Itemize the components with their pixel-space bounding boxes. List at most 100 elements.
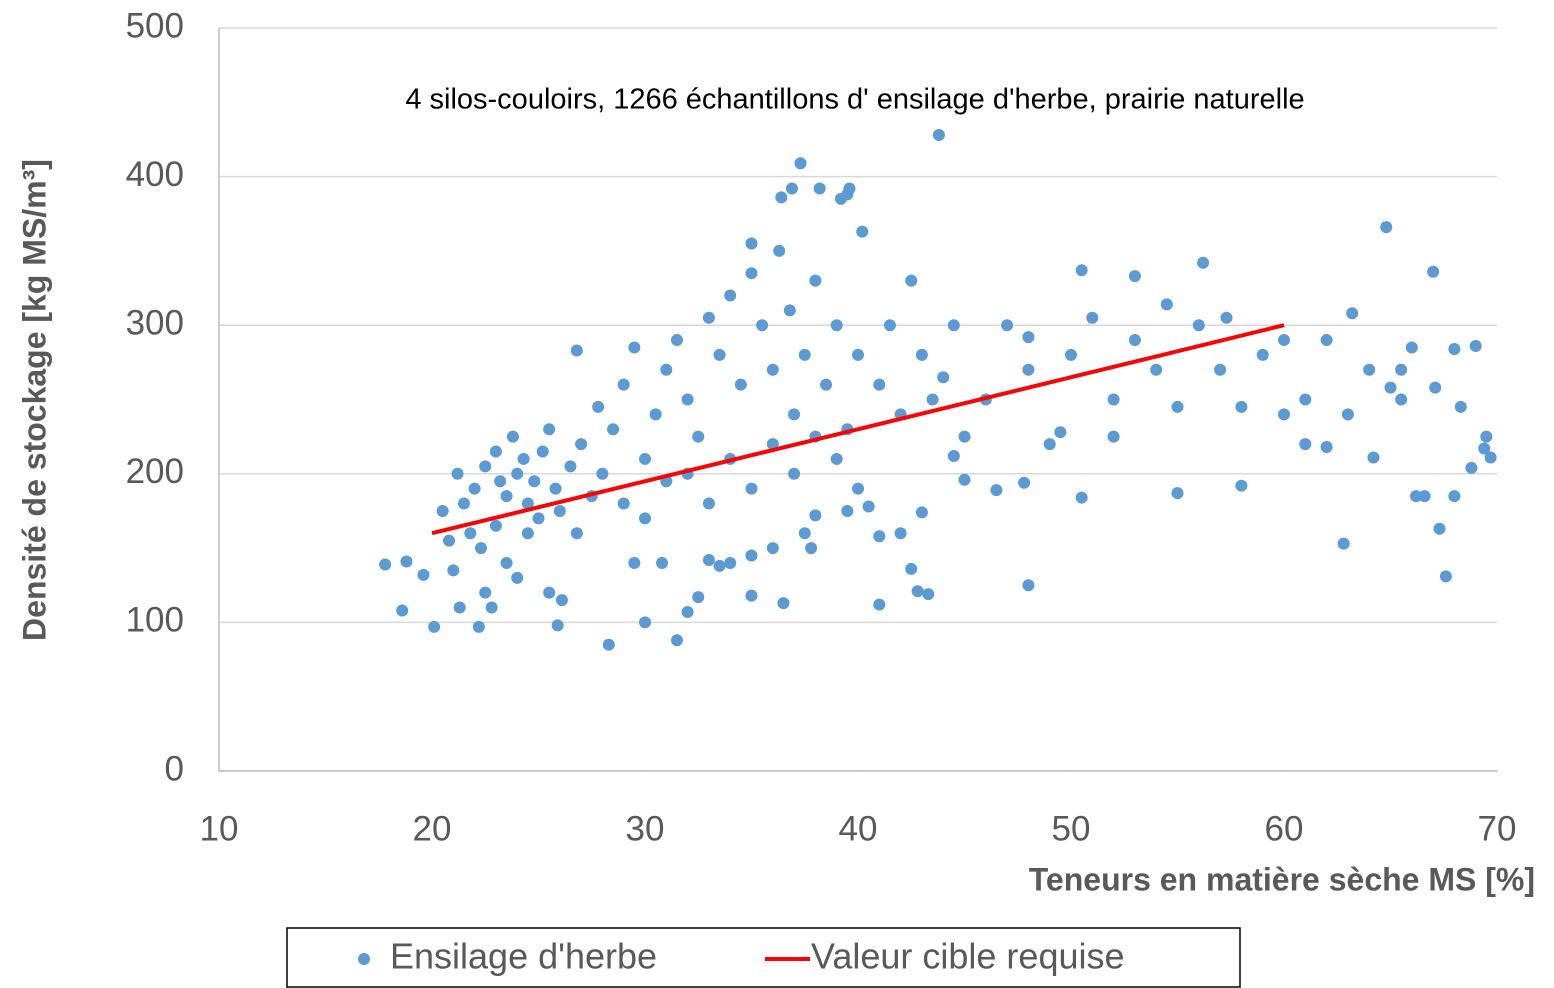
point (894, 527, 907, 540)
point (379, 558, 392, 571)
point (702, 311, 715, 324)
point (564, 460, 577, 473)
point (905, 562, 918, 575)
point (1320, 441, 1333, 454)
point (788, 467, 801, 480)
point (528, 475, 541, 488)
point (1363, 363, 1376, 376)
y-axis-title: Densité de stockage [kg MS/m³] (16, 159, 52, 641)
target-line (431, 323, 1285, 536)
point (1278, 408, 1290, 421)
point (1235, 400, 1248, 413)
legend: Ensilage d'herbe Valeur cible requise (358, 936, 1125, 977)
point (798, 527, 811, 540)
point (436, 504, 449, 517)
point (681, 605, 694, 618)
point (1433, 522, 1446, 535)
x-tick-label: 10 (200, 809, 239, 848)
point (947, 319, 960, 332)
point (745, 549, 758, 562)
point (1075, 264, 1088, 277)
point (702, 497, 715, 510)
point (543, 423, 556, 436)
point (745, 589, 758, 602)
point (805, 542, 818, 555)
point (1367, 451, 1380, 464)
plot (379, 128, 1497, 651)
point (926, 393, 939, 406)
point (1001, 319, 1014, 332)
point (852, 348, 864, 361)
point (883, 319, 896, 332)
point (1454, 400, 1467, 413)
y-tick-label: 200 (126, 452, 184, 491)
point (856, 225, 869, 238)
point (536, 445, 549, 458)
y-tick-label: 0 (165, 749, 184, 788)
point (734, 378, 747, 391)
point (1086, 311, 1099, 324)
point (915, 348, 928, 361)
point (479, 586, 492, 599)
point (511, 467, 524, 480)
point (1410, 490, 1423, 503)
point (464, 527, 477, 540)
point (555, 594, 568, 607)
point (628, 556, 641, 569)
point (570, 527, 583, 540)
point (660, 363, 673, 376)
x-tick-label: 30 (626, 809, 665, 848)
point (777, 597, 790, 610)
point (396, 604, 409, 617)
point (1465, 461, 1478, 474)
legend-label: Valeur cible requise (811, 936, 1125, 977)
point (1107, 393, 1120, 406)
point (745, 267, 758, 280)
point (553, 504, 566, 517)
point (472, 620, 485, 633)
point (1346, 307, 1359, 320)
point (713, 348, 726, 361)
point (468, 482, 481, 495)
point (852, 482, 864, 495)
point (873, 378, 886, 391)
point (794, 157, 807, 170)
point (451, 467, 464, 480)
point (1171, 400, 1184, 413)
point (1478, 442, 1491, 455)
point (1192, 319, 1205, 332)
x-axis-title: Teneurs en matière sèche MS [%] (1029, 861, 1535, 897)
x-tick-label: 70 (1478, 809, 1517, 848)
point (990, 484, 1003, 497)
point (1128, 270, 1141, 283)
point (1439, 570, 1452, 583)
point (617, 497, 630, 510)
point (447, 564, 460, 577)
point (521, 497, 534, 510)
point (783, 304, 796, 317)
point (1043, 438, 1056, 451)
point (506, 430, 519, 443)
point (766, 438, 779, 451)
point (1054, 426, 1067, 439)
point (617, 378, 630, 391)
point (766, 363, 779, 376)
point (1278, 334, 1290, 347)
x-tick-label: 50 (1052, 809, 1091, 848)
point (766, 542, 779, 555)
point (813, 182, 826, 195)
point (1256, 348, 1269, 361)
point (681, 393, 694, 406)
point (570, 344, 583, 357)
point (443, 534, 456, 547)
point (400, 555, 413, 568)
point (602, 638, 615, 651)
point (1171, 487, 1184, 500)
point (1448, 490, 1461, 503)
point (1197, 256, 1210, 269)
point (489, 519, 502, 532)
point (649, 408, 662, 421)
point (773, 244, 786, 257)
point (1395, 393, 1408, 406)
point (596, 467, 609, 480)
